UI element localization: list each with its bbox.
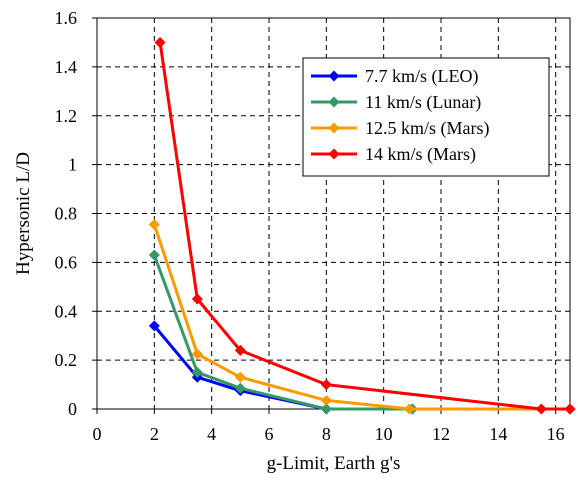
x-tick-label: 8 [322, 424, 331, 444]
x-tick-label: 10 [375, 424, 393, 444]
data-point [191, 293, 203, 305]
y-tick-label: 1.6 [55, 8, 78, 28]
x-tick-label: 12 [432, 424, 450, 444]
series-line [152, 224, 570, 411]
x-axis-ticks: 0 2 4 6 8 10 12 14 16 [93, 409, 565, 444]
data-point [320, 394, 332, 406]
y-tick-label: 0.4 [55, 301, 78, 321]
y-tick-label: 1.2 [55, 106, 78, 126]
y-tick-label: 0.8 [55, 204, 78, 224]
x-tick-label: 16 [547, 424, 565, 444]
data-point [148, 218, 160, 230]
data-point [148, 320, 160, 332]
x-tick-label: 0 [93, 424, 102, 444]
series-layer [148, 36, 576, 415]
legend-marker [328, 122, 340, 134]
legend-item-7-7-km-s-leo: 7.7 km/s (LEO) [311, 66, 478, 87]
data-point [234, 382, 246, 394]
y-tick-label: 0 [68, 399, 77, 419]
y-axis-ticks: 0 0.2 0.4 0.6 0.8 1 1.2 1.4 1.6 [55, 8, 97, 419]
x-tick-label: 6 [265, 424, 274, 444]
legend-item-14-km-s-mars: 14 km/s (Mars) [311, 144, 476, 165]
legend-label: 11 km/s (Lunar) [365, 92, 481, 113]
data-point [403, 403, 415, 415]
legend-box [302, 57, 550, 177]
legend-label: 7.7 km/s (LEO) [365, 66, 478, 87]
data-point [234, 371, 246, 383]
legend-marker [328, 70, 340, 82]
y-tick-label: 0.2 [55, 350, 78, 370]
series-line [153, 324, 570, 411]
legend-item-12-5-km-s-mars: 12.5 km/s (Mars) [311, 118, 490, 139]
data-point [191, 348, 203, 360]
data-point [191, 366, 203, 378]
legend-marker [328, 148, 340, 160]
legend-label: 14 km/s (Mars) [365, 144, 476, 165]
data-point [154, 36, 166, 48]
data-point [320, 379, 332, 391]
y-tick-label: 0.6 [55, 252, 78, 272]
data-point [564, 403, 576, 415]
legend-label: 12.5 km/s (Mars) [365, 118, 490, 139]
data-point [320, 403, 332, 415]
series-14-km-s-mars [154, 36, 576, 415]
x-tick-label: 2 [150, 424, 159, 444]
x-axis-title: g-Limit, Earth g's [267, 453, 401, 474]
data-point [234, 344, 246, 356]
y-axis-title: Hypersonic L/D [13, 152, 34, 275]
data-point [535, 403, 547, 415]
legend-item-11-km-s-lunar: 11 km/s (Lunar) [311, 92, 481, 113]
legend-marker [328, 96, 340, 108]
y-tick-label: 1 [68, 155, 77, 175]
x-tick-label: 4 [207, 424, 216, 444]
series-line [152, 254, 570, 411]
x-tick-label: 14 [489, 424, 507, 444]
data-point [148, 249, 160, 261]
legend: 7.7 km/s (LEO) 11 km/s (Lunar) 12.5 km/s (… [302, 57, 550, 177]
series-7-7-km-s-leo [148, 320, 576, 415]
y-tick-label: 1.4 [55, 57, 78, 77]
